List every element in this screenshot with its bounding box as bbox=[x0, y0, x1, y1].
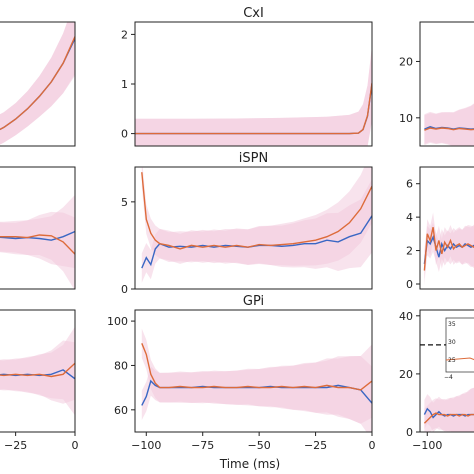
y-tick-label: 0 bbox=[406, 426, 413, 439]
x-tick-label: −100 bbox=[412, 439, 442, 452]
y-tick-label: 0 bbox=[406, 278, 413, 291]
confidence-band bbox=[0, 22, 75, 145]
y-tick-label: 10 bbox=[399, 112, 413, 125]
plot-area bbox=[0, 326, 75, 416]
series-line-2 bbox=[0, 362, 75, 378]
panel-title: iSPN bbox=[239, 151, 268, 166]
axes-frame bbox=[419, 21, 474, 147]
inset-x-tick-label: −4 bbox=[444, 374, 453, 381]
y-tick-label: 80 bbox=[114, 359, 128, 372]
y-tick-label: 0 bbox=[121, 283, 128, 296]
inset-y-tick-label: 35 bbox=[448, 321, 456, 328]
plot-area bbox=[424, 103, 474, 146]
plot-area bbox=[135, 45, 372, 146]
y-tick-label: 2 bbox=[406, 245, 413, 258]
x-axis-label: Time (ms) bbox=[219, 457, 281, 471]
x-tick-label: −25 bbox=[4, 439, 27, 452]
y-tick-label: 2 bbox=[121, 28, 128, 41]
x-tick-label: −25 bbox=[304, 439, 327, 452]
plot-area bbox=[141, 167, 372, 283]
inset-y-tick-label: 30 bbox=[448, 339, 456, 346]
y-tick-label: 20 bbox=[399, 55, 413, 68]
series-line-2 bbox=[141, 172, 372, 250]
panel-r1c0 bbox=[0, 166, 76, 290]
series-line-2 bbox=[135, 82, 372, 135]
series-line-1 bbox=[0, 369, 75, 380]
y-tick-label: 6 bbox=[406, 178, 413, 191]
axes-frame bbox=[134, 309, 373, 433]
axes-frame bbox=[0, 309, 76, 433]
y-tick-label: 100 bbox=[107, 315, 128, 328]
confidence-band bbox=[141, 328, 372, 424]
plot-area bbox=[141, 328, 372, 432]
axes-frame bbox=[0, 166, 76, 290]
confidence-band bbox=[0, 211, 75, 289]
confidence-band bbox=[424, 387, 474, 432]
axes-frame bbox=[419, 166, 474, 290]
axes-frame bbox=[134, 166, 373, 290]
inset-series bbox=[445, 357, 474, 361]
confidence-band bbox=[0, 326, 75, 404]
axes-frame bbox=[0, 21, 76, 147]
plot-area bbox=[0, 194, 75, 289]
inset-y-tick-label: 25 bbox=[448, 357, 456, 364]
y-tick-label: 1 bbox=[121, 78, 128, 91]
panel-r1c1: 0 5 iSPN bbox=[121, 151, 373, 296]
series-line-1 bbox=[423, 407, 474, 419]
plot-area bbox=[0, 22, 75, 145]
panel-title: CxI bbox=[243, 6, 264, 21]
y-tick-label: 60 bbox=[114, 404, 128, 417]
y-tick-label: 40 bbox=[399, 310, 413, 323]
series-line-2 bbox=[141, 343, 372, 391]
y-tick-label: 5 bbox=[121, 196, 128, 209]
x-tick-label: −75 bbox=[191, 439, 214, 452]
panel-grid: 0 1 2 CxI 10 20 0 5 iSPN 0 2 4 6 −25 0 60 80 100 −100 −75 −5… bbox=[0, 6, 474, 452]
series-line-2 bbox=[0, 234, 75, 255]
panel-r2c1: 60 80 100 −100 −75 −50 −25 0 GPi bbox=[107, 294, 376, 452]
panel-r0c1: 0 1 2 CxI bbox=[121, 6, 373, 147]
series-line-2 bbox=[423, 227, 474, 271]
y-tick-label: 20 bbox=[399, 368, 413, 381]
confidence-band bbox=[424, 103, 474, 146]
panel-r2c0: −25 0 bbox=[0, 309, 79, 452]
series-line-2 bbox=[424, 127, 474, 131]
y-tick-label: 0 bbox=[121, 128, 128, 141]
plot-area bbox=[423, 387, 474, 432]
panel-title: GPi bbox=[243, 294, 264, 309]
confidence-band bbox=[135, 45, 372, 146]
inset-plot: 35 30 25 −4 bbox=[444, 317, 474, 381]
x-tick-label: −100 bbox=[131, 439, 161, 452]
x-tick-label: −50 bbox=[248, 439, 271, 452]
panel-r2c2: 0 20 40 −100 35 30 25 −4 bbox=[399, 309, 474, 452]
series-line-2 bbox=[0, 36, 75, 131]
x-tick-label: 0 bbox=[369, 439, 376, 452]
axes-frame bbox=[419, 309, 474, 433]
series-line-2 bbox=[423, 412, 474, 424]
confidence-band bbox=[424, 212, 474, 286]
inset-frame bbox=[445, 317, 474, 373]
panel-r1c2: 0 2 4 6 bbox=[406, 166, 474, 291]
plot-area bbox=[423, 212, 474, 286]
y-tick-label: 4 bbox=[406, 211, 413, 224]
x-tick-label: 0 bbox=[72, 439, 79, 452]
panel-r0c2: 10 20 bbox=[399, 21, 474, 147]
panel-r0c0 bbox=[0, 21, 76, 147]
